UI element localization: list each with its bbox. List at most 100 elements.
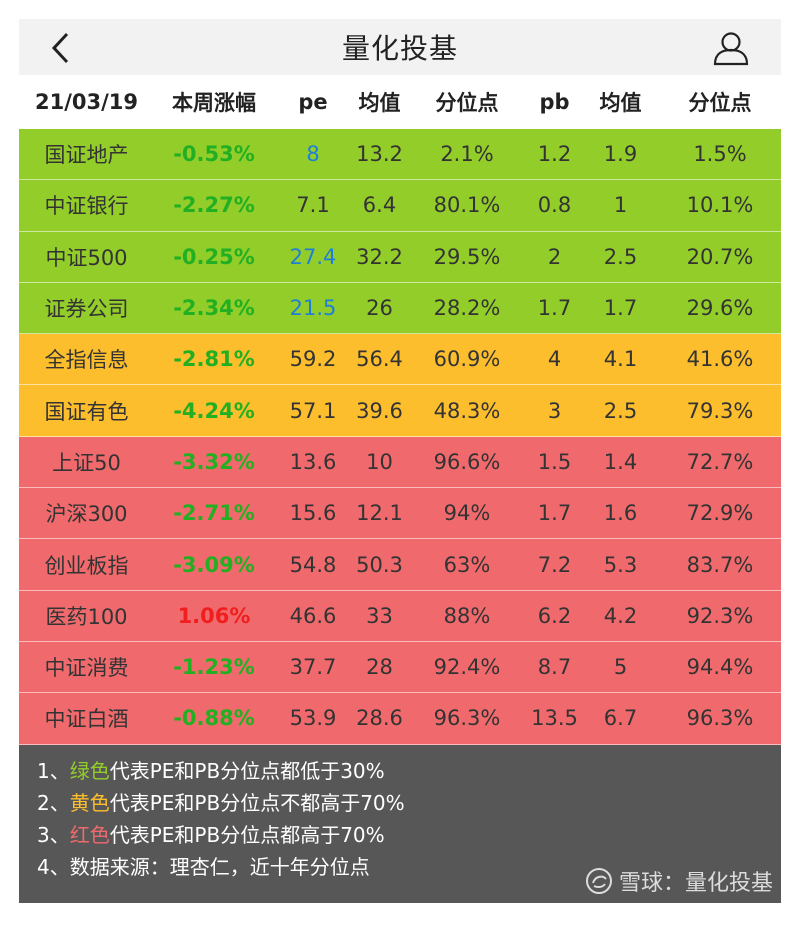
pe-percentile: 96.6%	[433, 449, 501, 474]
pb-value: 1.2	[537, 142, 572, 167]
index-name: 创业板指	[44, 553, 129, 578]
pe-average: 28	[366, 655, 393, 680]
pe-percentile: 28.2%	[433, 296, 501, 321]
pb-value: 1.5	[537, 449, 572, 474]
pb-average: 4.1	[603, 347, 638, 372]
table-header: 21/03/19 本周涨幅 pe 均值 分位点 pb 均值 分位点	[19, 75, 781, 129]
pe-value: 21.5	[289, 296, 337, 321]
note-source: 4、数据来源：理杏仁，近十年分位点	[37, 851, 763, 883]
pb-percentile: 29.6%	[686, 296, 754, 321]
table-row[interactable]: 上证50 -3.32% 13.6 10 96.6% 1.5 1.4 72.7%	[19, 436, 781, 489]
pe-average: 32.2	[356, 244, 403, 269]
index-name: 证券公司	[44, 297, 129, 322]
header-pb-avg: 均值	[599, 91, 642, 115]
pe-percentile: 92.4%	[433, 655, 501, 680]
pb-value: 1.7	[537, 501, 572, 526]
table-row[interactable]: 沪深300 -2.71% 15.6 12.1 94% 1.7 1.6 72.9%	[19, 488, 781, 540]
pb-percentile: 1.5%	[693, 142, 747, 167]
pb-average: 1.6	[603, 501, 638, 526]
pe-value: 37.7	[289, 655, 337, 680]
weekly-change: 1.06%	[177, 603, 251, 628]
chevron-left-icon[interactable]	[47, 31, 77, 65]
pe-value: 13.6	[289, 449, 337, 474]
weekly-change: -1.23%	[173, 655, 255, 680]
table-row[interactable]: 国证有色 -4.24% 57.1 39.6 48.3% 3 2.5 79.3%	[19, 385, 781, 437]
pb-percentile: 79.3%	[686, 398, 754, 423]
pb-average: 2.5	[603, 244, 638, 269]
note-highlight-yellow: 黄色	[69, 790, 110, 815]
pe-value: 53.9	[289, 706, 337, 731]
pb-value: 13.5	[531, 706, 578, 731]
pe-value: 54.8	[289, 552, 337, 577]
pb-percentile: 83.7%	[686, 552, 754, 577]
pe-value: 15.6	[289, 501, 337, 526]
note-yellow: 2、黄色代表PE和PB分位点不都高于70%	[37, 787, 763, 819]
note-text: 代表PE和PB分位点都低于30%	[109, 758, 385, 783]
index-name: 国证地产	[44, 143, 129, 168]
pb-value: 3	[547, 398, 562, 423]
note-prefix: 1、	[37, 758, 70, 783]
pe-value: 46.6	[289, 603, 337, 628]
index-name: 中证消费	[44, 656, 129, 681]
pb-value: 0.8	[537, 193, 572, 218]
pe-average: 12.1	[356, 501, 403, 526]
pe-average: 39.6	[356, 398, 403, 423]
index-name: 医药100	[45, 604, 128, 629]
table-body: 国证地产 -0.53% 8 13.2 2.1% 1.2 1.9 1.5% 中证银…	[19, 129, 781, 745]
index-name: 中证白酒	[44, 707, 129, 732]
pb-value: 8.7	[537, 655, 572, 680]
pe-percentile: 96.3%	[433, 706, 501, 731]
pb-percentile: 72.7%	[686, 449, 754, 474]
pe-average: 26	[366, 296, 393, 321]
index-name: 中证500	[45, 245, 128, 270]
pb-percentile: 72.9%	[686, 501, 754, 526]
pe-average: 6.4	[362, 193, 397, 218]
table-row[interactable]: 医药100 1.06% 46.6 33 88% 6.2 4.2 92.3%	[19, 590, 781, 642]
pb-percentile: 92.3%	[686, 603, 754, 628]
table-row[interactable]: 中证银行 -2.27% 7.1 6.4 80.1% 0.8 1 10.1%	[19, 180, 781, 232]
weekly-change: -2.27%	[173, 193, 255, 218]
pb-average: 1.9	[603, 142, 638, 167]
table-row[interactable]: 中证消费 -1.23% 37.7 28 92.4% 8.7 5 94.4%	[19, 641, 781, 694]
table-row[interactable]: 中证500 -0.25% 27.4 32.2 29.5% 2 2.5 20.7%	[19, 231, 781, 283]
note-text: 代表PE和PB分位点不都高于70%	[109, 790, 405, 815]
pe-average: 56.4	[356, 347, 403, 372]
weekly-change: -3.09%	[173, 552, 255, 577]
header-date: 21/03/19	[34, 90, 138, 114]
index-name: 上证50	[52, 450, 121, 475]
index-name: 中证银行	[44, 194, 129, 219]
table-row[interactable]: 证券公司 -2.34% 21.5 26 28.2% 1.7 1.7 29.6%	[19, 282, 781, 335]
pb-average: 1.7	[603, 296, 638, 321]
index-name: 国证有色	[44, 399, 129, 424]
pb-percentile: 20.7%	[686, 244, 754, 269]
legend-notes: 1、绿色代表PE和PB分位点都低于30% 2、黄色代表PE和PB分位点不都高于7…	[19, 744, 781, 903]
weekly-change: -2.71%	[173, 501, 255, 526]
note-prefix: 3、	[37, 822, 70, 847]
pe-percentile: 94%	[443, 501, 491, 526]
pb-average: 1.4	[603, 449, 638, 474]
header-change: 本周涨幅	[172, 91, 256, 115]
pb-value: 7.2	[537, 552, 572, 577]
pe-average: 28.6	[356, 706, 403, 731]
weekly-change: -4.24%	[173, 398, 255, 423]
pe-value: 27.4	[289, 244, 337, 269]
table-row[interactable]: 中证白酒 -0.88% 53.9 28.6 96.3% 13.5 6.7 96.…	[19, 693, 781, 745]
header-pb-percentile: 分位点	[688, 91, 752, 115]
pe-average: 50.3	[356, 552, 403, 577]
page-title: 量化投基	[341, 32, 458, 65]
note-prefix: 4、	[37, 854, 70, 879]
pe-percentile: 60.9%	[433, 347, 501, 372]
index-name: 全指信息	[44, 348, 129, 373]
watermark-text: 雪球：量化投基	[618, 870, 773, 896]
note-green: 1、绿色代表PE和PB分位点都低于30%	[37, 755, 763, 787]
table-row[interactable]: 创业板指 -3.09% 54.8 50.3 63% 7.2 5.3 83.7%	[19, 539, 781, 591]
note-red: 3、红色代表PE和PB分位点都高于70%	[37, 819, 763, 851]
user-icon[interactable]	[711, 29, 751, 67]
pb-average: 1	[613, 193, 628, 218]
weekly-change: -0.53%	[173, 142, 255, 167]
table-row[interactable]: 国证地产 -0.53% 8 13.2 2.1% 1.2 1.9 1.5%	[19, 129, 781, 181]
pe-value: 7.1	[296, 193, 330, 218]
pb-average: 6.7	[603, 706, 638, 731]
table-row[interactable]: 全指信息 -2.81% 59.2 56.4 60.9% 4 4.1 41.6%	[19, 334, 781, 386]
note-text: 代表PE和PB分位点都高于70%	[109, 822, 385, 847]
